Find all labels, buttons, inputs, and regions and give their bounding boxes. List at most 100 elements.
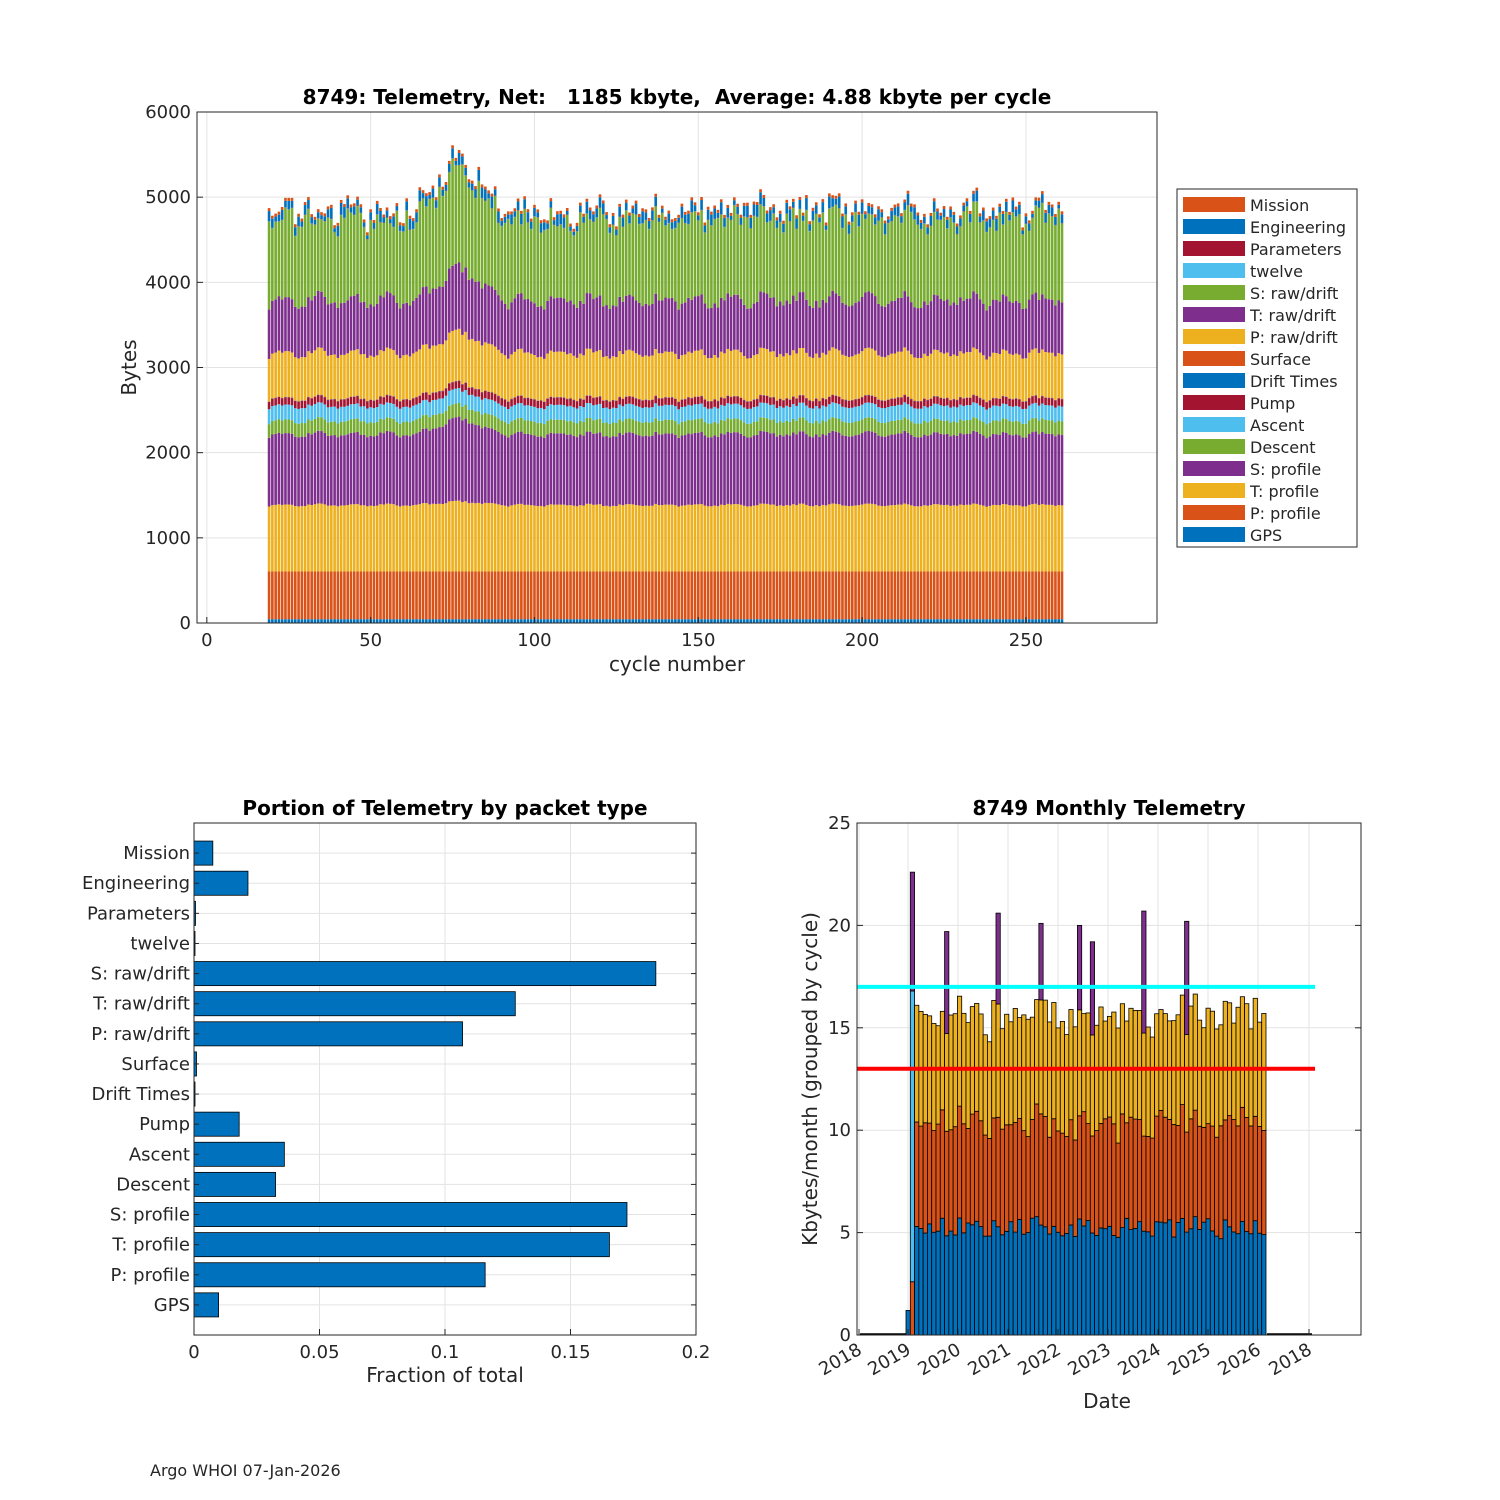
top-bar-segment bbox=[608, 619, 612, 623]
top-bar-segment bbox=[1047, 213, 1051, 300]
top-bar-segment bbox=[1021, 230, 1024, 235]
top-bar-segment bbox=[1060, 214, 1064, 223]
top-bar-segment bbox=[467, 395, 471, 410]
top-bar-segment bbox=[461, 334, 464, 384]
top-bar-segment bbox=[323, 296, 327, 351]
top-bar-segment bbox=[480, 503, 484, 572]
top-bar-segment bbox=[923, 213, 926, 217]
top-bar-segment bbox=[801, 212, 805, 216]
top-bar-segment bbox=[484, 200, 487, 284]
top-bar-segment bbox=[991, 210, 995, 220]
top-bar-segment bbox=[579, 571, 582, 620]
top-bar-segment bbox=[303, 571, 307, 620]
top-bar-segment bbox=[919, 307, 923, 358]
top-bar-segment bbox=[451, 158, 454, 266]
top-bar-segment bbox=[844, 203, 848, 207]
br-bar-segment bbox=[1034, 1216, 1040, 1336]
top-bar-segment bbox=[660, 208, 664, 213]
top-bar-segment bbox=[500, 619, 504, 623]
top-bar-segment bbox=[572, 304, 576, 356]
top-bar-segment bbox=[434, 428, 438, 504]
top-bar-segment bbox=[615, 422, 618, 437]
top-bar-segment bbox=[352, 619, 356, 623]
top-bar-segment bbox=[615, 408, 618, 423]
br-bar-segment bbox=[1004, 1124, 1010, 1232]
top-bar-segment bbox=[425, 193, 428, 197]
top-bar-segment bbox=[1060, 354, 1064, 399]
top-bar-segment bbox=[569, 398, 572, 406]
top-bar-segment bbox=[333, 354, 336, 399]
top-bar-segment bbox=[873, 396, 877, 405]
top-bar-segment bbox=[644, 435, 648, 506]
top-bar-segment bbox=[923, 619, 926, 623]
top-bar-segment bbox=[320, 395, 323, 403]
top-bar-segment bbox=[267, 571, 271, 620]
top-bar-segment bbox=[1047, 433, 1051, 505]
top-bar-segment bbox=[359, 399, 363, 407]
top-bar-segment bbox=[585, 431, 589, 504]
top-bar-segment bbox=[654, 206, 658, 294]
top-bar-segment bbox=[765, 571, 769, 620]
top-bar-segment bbox=[785, 353, 789, 398]
top-bar-segment bbox=[385, 503, 389, 572]
top-bar-segment bbox=[752, 505, 756, 572]
top-bar-segment bbox=[706, 619, 710, 623]
br-bar-segment bbox=[1132, 1118, 1138, 1229]
top-bar-segment bbox=[415, 297, 418, 352]
top-bar-segment bbox=[936, 350, 939, 397]
top-bar-segment bbox=[592, 571, 595, 620]
top-bar-segment bbox=[965, 206, 969, 299]
top-bar-segment bbox=[611, 356, 615, 400]
top-bar-segment bbox=[330, 421, 333, 436]
top-bar-segment bbox=[579, 405, 582, 421]
top-bar-segment bbox=[592, 214, 595, 222]
top-bar-segment bbox=[372, 356, 376, 401]
top-bar-segment bbox=[585, 619, 589, 623]
top-bar-segment bbox=[647, 619, 651, 623]
top-bar-segment bbox=[434, 200, 438, 208]
top-bar-segment bbox=[477, 425, 481, 503]
top-bar-segment bbox=[896, 216, 900, 298]
top-bar-segment bbox=[500, 221, 504, 226]
top-bar-segment bbox=[998, 212, 1002, 302]
top-bar-segment bbox=[552, 405, 556, 420]
top-bar-segment bbox=[392, 227, 395, 296]
top-bar-segment bbox=[451, 330, 454, 382]
br-bar-segment bbox=[927, 1122, 933, 1225]
top-bar-segment bbox=[1008, 214, 1011, 221]
top-bar-segment bbox=[556, 571, 559, 620]
top-bar-segment bbox=[539, 356, 543, 401]
br-bar-segment bbox=[1089, 1135, 1095, 1234]
top-bar-segment bbox=[379, 208, 382, 211]
top-bar-segment bbox=[372, 408, 376, 423]
br-bar-segment bbox=[1128, 1007, 1134, 1118]
top-bar-segment bbox=[719, 202, 723, 215]
br-bar-segment bbox=[978, 1120, 984, 1228]
top-bar-segment bbox=[821, 299, 825, 353]
top-bar-segment bbox=[952, 222, 956, 303]
top-bar-segment bbox=[634, 214, 638, 301]
top-bar-segment bbox=[634, 619, 638, 623]
top-bar-segment bbox=[982, 505, 985, 572]
top-bar-segment bbox=[297, 571, 300, 620]
top-bar-segment bbox=[733, 396, 736, 404]
top-bar-segment bbox=[972, 395, 975, 403]
top-bar-segment bbox=[903, 619, 907, 623]
top-bar-segment bbox=[638, 213, 641, 217]
top-bar-segment bbox=[883, 571, 887, 620]
top-bar-segment bbox=[631, 504, 635, 572]
top-bar-segment bbox=[1037, 619, 1041, 623]
top-bar-segment bbox=[323, 404, 327, 420]
top-bar-segment bbox=[801, 348, 805, 395]
top-bar-segment bbox=[837, 404, 841, 419]
top-legend-swatch bbox=[1183, 461, 1245, 476]
top-bar-segment bbox=[611, 571, 615, 620]
top-bar-segment bbox=[546, 353, 549, 399]
top-bar-segment bbox=[484, 186, 487, 190]
top-bar-segment bbox=[644, 505, 648, 572]
top-bar-segment bbox=[736, 418, 739, 433]
top-bar-segment bbox=[949, 422, 952, 437]
top-bar-segment bbox=[978, 405, 982, 421]
top-bar-segment bbox=[641, 571, 644, 620]
top-bar-segment bbox=[716, 212, 720, 218]
